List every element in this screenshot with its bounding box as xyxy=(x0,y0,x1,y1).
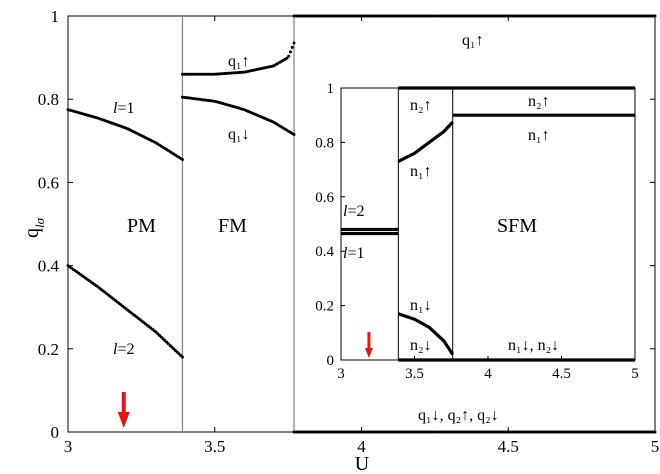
annotation-q1dn-fm: q₁↓ xyxy=(228,126,250,143)
main-series-2 xyxy=(180,41,296,76)
annotation-n1up-left: n₁↑ xyxy=(410,163,432,180)
y-tick-label: 1 xyxy=(51,7,60,26)
data-point xyxy=(653,430,657,434)
y-axis-label-sub: lσ xyxy=(32,217,47,228)
annotation-n1up-right: n₁↑ xyxy=(528,127,550,144)
region-label-fm: FM xyxy=(218,215,247,237)
data-point xyxy=(290,45,294,49)
main-arrow-indicator xyxy=(117,392,130,428)
annotation-l2-main: l=2 xyxy=(113,341,134,358)
y-tick-label: 0.6 xyxy=(38,173,59,192)
y-axis-label: qlσ xyxy=(21,217,47,238)
data-point xyxy=(287,54,291,58)
inset-x-tick-label: 3 xyxy=(337,366,345,382)
inset-arrow-head xyxy=(364,348,373,358)
annotation-q1up-fm: q₁↑ xyxy=(228,53,250,70)
x-tick-label: 4 xyxy=(357,437,366,456)
annotation-n1dn-left: n₁↓ xyxy=(410,297,432,314)
main-series-3 xyxy=(180,95,296,137)
inset-y-tick-label: 0.6 xyxy=(315,190,334,206)
y-tick-label: 0.2 xyxy=(38,340,59,359)
main-series-1 xyxy=(66,264,184,359)
x-tick-label: 4.5 xyxy=(498,437,519,456)
x-tick-label: 3 xyxy=(64,437,73,456)
inset-x-tick-label: 4.5 xyxy=(552,366,571,382)
inset-y-tick-label: 0.2 xyxy=(315,299,334,315)
region-label-sfm: SFM xyxy=(497,215,537,237)
annotation-n2up-right: n₂↑ xyxy=(528,93,550,110)
inset-background xyxy=(341,88,635,360)
y-axis-label-main: q xyxy=(21,228,43,238)
region-label-pm: PM xyxy=(127,215,156,237)
y-tick-label: 0.8 xyxy=(38,90,59,109)
x-axis-label: U xyxy=(355,453,370,474)
inset-x-tick-label: 5 xyxy=(631,366,639,382)
annotation-l1-inset: l=1 xyxy=(343,245,364,262)
inset-y-tick-label: 1 xyxy=(327,81,335,97)
inset-x-tick-label: 3.5 xyxy=(405,366,424,382)
inset-y-tick-label: 0 xyxy=(327,353,335,369)
x-tick-label: 3.5 xyxy=(204,437,225,456)
inset-y-tick-label: 0.4 xyxy=(315,244,334,260)
y-tick-label: 0.4 xyxy=(38,257,60,276)
annotation-n2dn-left: n₂↓ xyxy=(410,337,432,354)
inset-y-tick-label: 0.8 xyxy=(315,135,334,151)
inset-series-line-3 xyxy=(397,120,454,163)
data-point xyxy=(180,158,184,162)
annotation-bottom-inset: n₁↓, n₂↓ xyxy=(508,337,559,354)
data-point xyxy=(180,355,184,359)
data-point xyxy=(285,56,289,60)
main-series-0 xyxy=(66,108,184,162)
main-series-5 xyxy=(292,430,657,434)
inset-x-tick-label: 4 xyxy=(484,366,492,382)
y-tick-label: 0 xyxy=(51,423,60,442)
data-point xyxy=(292,133,296,137)
annotation-n2up-left: n₂↑ xyxy=(410,97,432,114)
annotation-bottom-main: q₁↓, q₂↑, q₂↓ xyxy=(418,407,499,424)
data-point xyxy=(292,41,296,45)
inset-arrow-indicator xyxy=(364,332,373,358)
inset-series-line-5 xyxy=(397,312,455,356)
data-point xyxy=(288,50,292,54)
inset-plot-frame xyxy=(340,87,636,361)
data-point xyxy=(653,14,657,18)
annotation-l2-inset: l=2 xyxy=(343,203,364,220)
main-series-4 xyxy=(292,14,657,18)
x-tick-label: 5 xyxy=(651,437,660,456)
annotation-l1-main: l=1 xyxy=(113,100,134,117)
annotation-q1up-top: q₁↑ xyxy=(462,32,484,49)
arrow-head xyxy=(117,412,130,428)
